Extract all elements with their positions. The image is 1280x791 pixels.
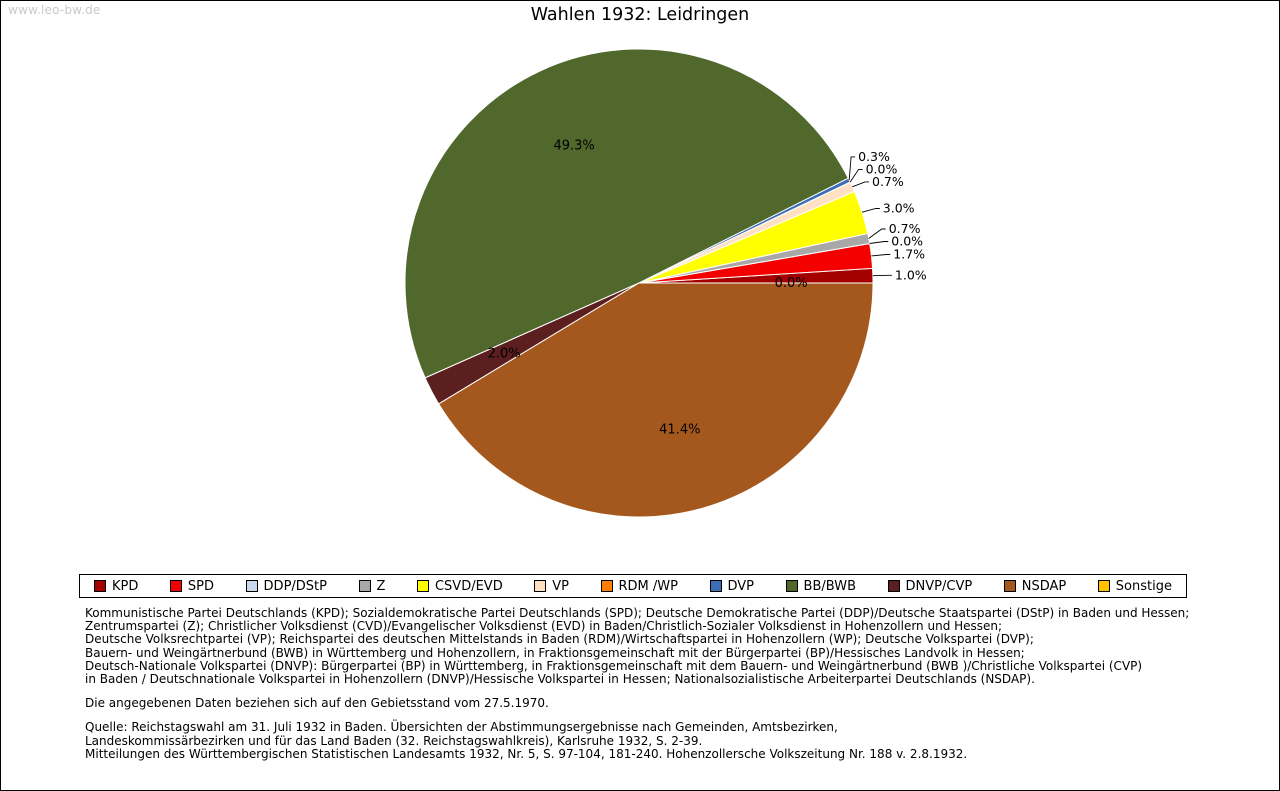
pie-callout-label-rdm-wp: 0.0%: [866, 161, 898, 176]
text-line: Mitteilungen des Württembergischen Stati…: [85, 746, 968, 761]
chart-title: Wahlen 1932: Leidringen: [530, 5, 750, 25]
legend-label-nsdap: NSDAP: [1021, 578, 1067, 594]
leader-line-dvp: [848, 156, 856, 181]
legend-item-sonstige: Sonstige: [1097, 578, 1172, 594]
watermark: www.leo-bw.de: [8, 3, 101, 17]
legend-swatch-dnvp-cvp: [887, 580, 900, 592]
text-line: Bauern- und Weingärtnerbund (BWB) in Wür…: [85, 645, 1025, 660]
leader-line-rdm-wp: [849, 168, 863, 183]
pie-label-bb-bwb: 49.3%: [553, 138, 594, 153]
legend-item-dnvp-cvp: DNVP/CVP: [887, 578, 973, 594]
legend-label-ddp-dstp: DDP/DStP: [263, 578, 327, 594]
legend-swatch-ddp-dstp: [245, 580, 258, 592]
pie-chart: 49.3%2.0%41.4%0.0%1.0%1.7%0.0%0.7%3.0%0.…: [404, 48, 927, 518]
party-definitions: Kommunistische Partei Deutschlands (KPD)…: [85, 606, 1269, 687]
legend-item-ddp-dstp: DDP/DStP: [245, 578, 327, 594]
legend: KPD SPD DDP/DStP Z CSVD/EVD VP RDM /WP DVP BB/BW…: [79, 574, 1187, 598]
leader-line-spd: [871, 254, 891, 257]
leader-line-z: [868, 228, 886, 239]
pie-callout-label-spd: 1.7%: [893, 247, 925, 262]
pie-callout-label-z: 0.7%: [889, 221, 921, 236]
text-line: Deutsch-Nationale Volkspartei (DNVP): Bü…: [85, 658, 1143, 673]
text-line: Deutsche Volksrechtpartei (VP); Reichspa…: [85, 632, 1034, 647]
legend-swatch-dvp: [709, 580, 722, 592]
legend-swatch-vp: [534, 580, 547, 592]
legend-label-csvd-evd: CSVD/EVD: [434, 578, 503, 594]
legend-label-z: Z: [376, 578, 386, 594]
text-line: Landeskommissärbezirken und für das Land…: [85, 733, 703, 748]
leader-line-csvd-evd: [861, 208, 880, 213]
legend-label-dnvp-cvp: DNVP/CVP: [905, 578, 973, 594]
pie-slice-bb-bwb: [404, 48, 849, 379]
legend-item-rdm-wp: RDM /WP: [600, 578, 678, 594]
pie-callout-label-ddp-dstp: 0.0%: [891, 234, 923, 249]
legend-item-bb-bwb: BB/BWB: [785, 578, 856, 594]
pie-callout-label-kpd: 1.0%: [895, 267, 927, 282]
legend-label-rdm-wp: RDM /WP: [618, 578, 678, 594]
footnotes: Kommunistische Partei Deutschlands (KPD)…: [85, 606, 1269, 772]
text-line: Quelle: Reichstagswahl am 31. Juli 1932 …: [85, 720, 838, 735]
legend-item-csvd-evd: CSVD/EVD: [416, 578, 503, 594]
pie-slice-nsdap: [437, 282, 874, 518]
legend-item-nsdap: NSDAP: [1003, 578, 1067, 594]
pie-callout-label-vp: 0.7%: [872, 174, 904, 189]
legend-swatch-rdm-wp: [600, 580, 613, 592]
text-line: Zentrumspartei (Z); Christlicher Volksdi…: [85, 619, 1003, 634]
leader-line-ddp-dstp: [869, 241, 889, 244]
legend-item-z: Z: [358, 578, 386, 594]
legend-swatch-csvd-evd: [416, 580, 429, 592]
territorial-note: Die angegebenen Daten beziehen sich auf …: [85, 696, 549, 711]
legend-swatch-nsdap: [1003, 580, 1016, 592]
pie-label-nsdap: 41.4%: [659, 423, 700, 438]
legend-label-kpd: KPD: [112, 578, 139, 594]
pie-callout-label-csvd-evd: 3.0%: [883, 201, 915, 216]
legend-label-spd: SPD: [187, 578, 215, 594]
legend-label-bb-bwb: BB/BWB: [803, 578, 856, 594]
legend-item-vp: VP: [534, 579, 569, 594]
pie-callout-label-dvp: 0.3%: [858, 149, 890, 164]
legend-item-spd: SPD: [169, 578, 215, 594]
pie-label-sonstige: 0.0%: [775, 276, 808, 291]
legend-swatch-spd: [169, 580, 182, 592]
text-line: in Baden / Deutschnationale Volkspartei …: [85, 672, 1035, 687]
legend-swatch-bb-bwb: [785, 580, 798, 592]
legend-label-sonstige: Sonstige: [1115, 578, 1172, 594]
pie-label-dnvp-cvp: 2.0%: [488, 346, 521, 361]
legend-item-kpd: KPD: [94, 579, 138, 594]
text-line: Kommunistische Partei Deutschlands (KPD)…: [85, 606, 1190, 620]
source-note: Quelle: Reichstagswahl am 31. Juli 1932 …: [85, 721, 1269, 761]
leader-line-vp: [852, 181, 869, 188]
legend-item-dvp: DVP: [709, 578, 755, 594]
legend-swatch-sonstige: [1097, 580, 1110, 592]
legend-label-dvp: DVP: [727, 578, 755, 594]
legend-label-vp: VP: [552, 578, 569, 594]
legend-swatch-z: [358, 580, 371, 592]
legend-swatch-kpd: [94, 580, 106, 592]
